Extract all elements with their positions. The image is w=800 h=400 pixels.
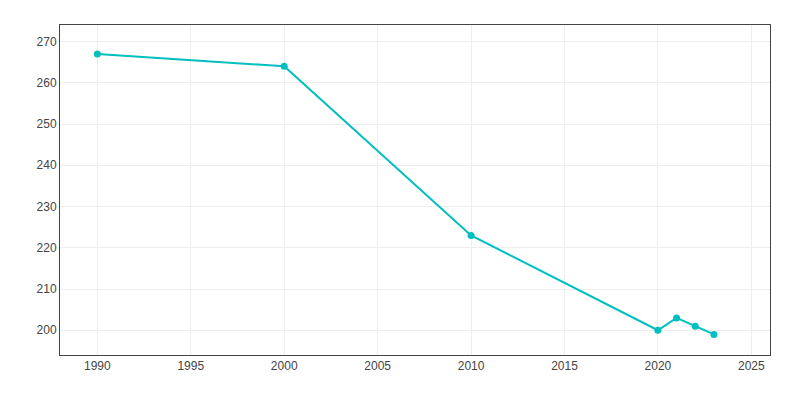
svg-text:2025: 2025	[738, 359, 765, 373]
svg-text:1995: 1995	[177, 359, 204, 373]
svg-text:2000: 2000	[271, 359, 298, 373]
svg-text:250: 250	[37, 117, 57, 131]
svg-text:2005: 2005	[364, 359, 391, 373]
svg-text:240: 240	[37, 158, 57, 172]
svg-text:260: 260	[37, 76, 57, 90]
svg-text:220: 220	[37, 241, 57, 255]
svg-text:2010: 2010	[458, 359, 485, 373]
svg-text:210: 210	[37, 282, 57, 296]
svg-text:270: 270	[37, 35, 57, 49]
svg-text:2015: 2015	[551, 359, 578, 373]
svg-text:2020: 2020	[645, 359, 672, 373]
svg-text:230: 230	[37, 200, 57, 214]
svg-text:1990: 1990	[84, 359, 111, 373]
svg-text:200: 200	[37, 323, 57, 337]
